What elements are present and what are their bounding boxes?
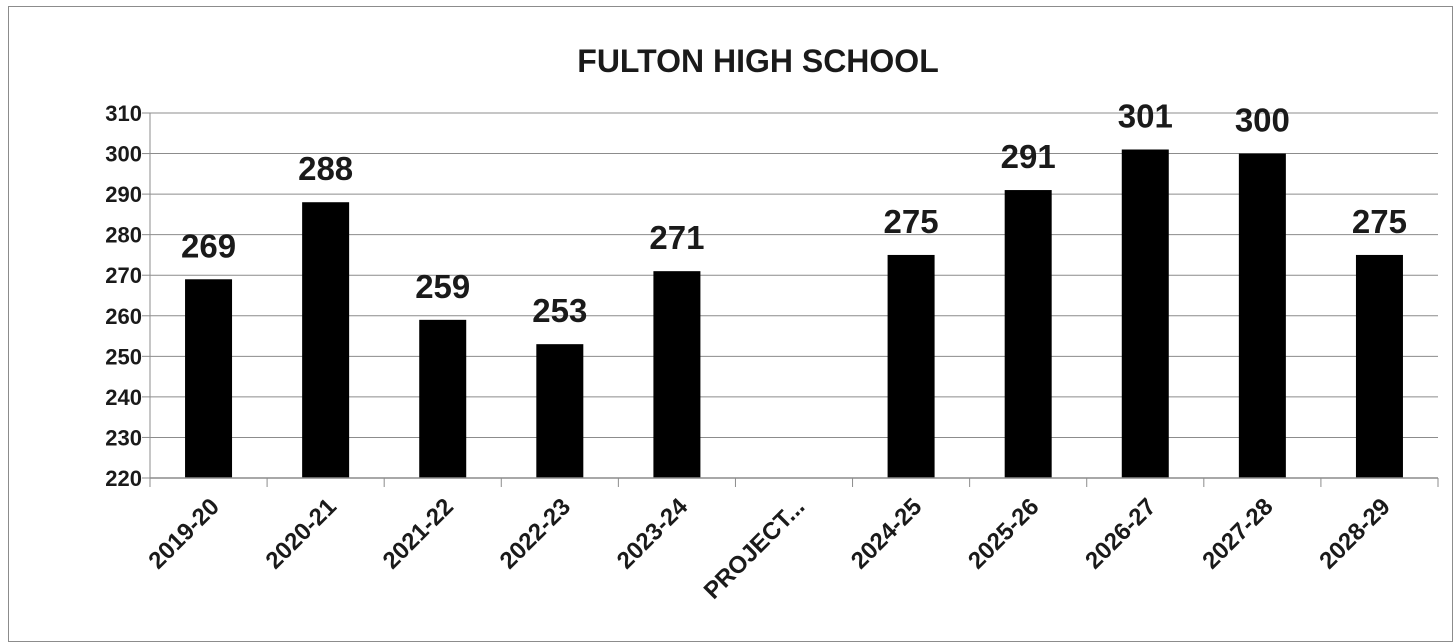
y-tick-label: 220 bbox=[105, 466, 142, 491]
data-label: 300 bbox=[1235, 102, 1290, 139]
data-label: 253 bbox=[532, 292, 587, 329]
data-labels: 269 288 259 253 271 275 291 301 300 275 bbox=[181, 98, 1407, 330]
y-tick-label: 240 bbox=[105, 385, 142, 410]
x-tick-label: 2019-20 bbox=[143, 493, 224, 574]
bar bbox=[185, 279, 233, 478]
x-tick-label: 2023-24 bbox=[612, 493, 694, 575]
bar bbox=[419, 319, 467, 478]
bar bbox=[1355, 254, 1403, 478]
x-tick-label: 2021-22 bbox=[378, 493, 459, 574]
bar bbox=[1121, 149, 1169, 478]
x-tick-label: 2028-29 bbox=[1314, 493, 1395, 574]
data-label: 275 bbox=[1352, 203, 1407, 240]
data-label: 288 bbox=[298, 150, 353, 187]
data-label: 275 bbox=[884, 203, 939, 240]
y-tick-label: 260 bbox=[105, 304, 142, 329]
bar bbox=[1238, 153, 1286, 479]
data-label: 271 bbox=[649, 219, 704, 256]
chart-title: FULTON HIGH SCHOOL bbox=[577, 43, 938, 79]
x-tick-label: 2022-23 bbox=[495, 493, 576, 574]
bar bbox=[653, 271, 701, 478]
data-label: 291 bbox=[1001, 138, 1056, 175]
x-tick-label: 2020-21 bbox=[261, 493, 342, 574]
bar bbox=[536, 344, 584, 478]
y-axis-ticks: 220 230 240 250 260 270 280 290 300 310 bbox=[105, 101, 150, 491]
y-tick-label: 290 bbox=[105, 182, 142, 207]
x-tick-label: 2024-25 bbox=[846, 493, 927, 574]
x-axis-ticks: 2019-20 2020-21 2021-22 2022-23 2023-24 PROJE… bbox=[143, 478, 1439, 605]
x-tick-label: PROJECT... bbox=[699, 493, 811, 605]
data-label: 269 bbox=[181, 227, 236, 264]
y-tick-label: 270 bbox=[105, 263, 142, 288]
y-tick-label: 300 bbox=[105, 142, 142, 167]
data-label: 301 bbox=[1118, 98, 1173, 135]
y-tick-label: 310 bbox=[105, 101, 142, 126]
chart-frame bbox=[8, 6, 1453, 642]
bar bbox=[887, 254, 935, 478]
bar bbox=[1004, 190, 1052, 479]
x-tick-label: 2025-26 bbox=[963, 493, 1044, 574]
x-tick-label: 2027-28 bbox=[1197, 493, 1278, 574]
y-tick-label: 230 bbox=[105, 425, 142, 450]
axes bbox=[149, 113, 1438, 479]
bars bbox=[185, 149, 1403, 479]
x-tick-label: 2026-27 bbox=[1080, 493, 1161, 574]
bar bbox=[302, 202, 350, 478]
data-label: 259 bbox=[415, 268, 470, 305]
y-tick-label: 280 bbox=[105, 223, 142, 248]
y-tick-label: 250 bbox=[105, 344, 142, 369]
